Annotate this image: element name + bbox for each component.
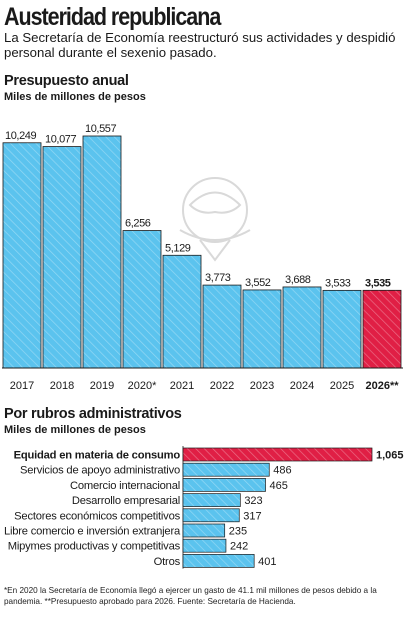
admin-items-bar-chart: Equidad en materia de consumo 1,065 Servic… bbox=[0, 440, 405, 575]
x-tick-label: 2020* bbox=[128, 380, 157, 392]
page-subtitle: La Secretaría de Economía reestructuró s… bbox=[4, 30, 402, 60]
bar-2025 bbox=[323, 290, 361, 368]
x-tick-label: 2026** bbox=[365, 380, 399, 392]
x-tick-label: 2025 bbox=[330, 380, 354, 392]
bar-value-label: 10,077 bbox=[45, 134, 77, 146]
hbar-chart-subtitle: Miles de millones de pesos bbox=[4, 424, 146, 436]
hbar-chart-title: Por rubros administrativos bbox=[4, 406, 182, 422]
hbar-7 bbox=[183, 539, 226, 552]
x-tick-label: 2019 bbox=[90, 380, 114, 392]
bar-2017 bbox=[3, 143, 41, 368]
y-tick-label: Desarrollo empresarial bbox=[72, 495, 180, 507]
bar-value-label: 5,129 bbox=[165, 242, 191, 254]
bar-2024 bbox=[283, 287, 321, 368]
hbar-5 bbox=[183, 509, 239, 522]
y-tick-label: Comercio internacional bbox=[70, 480, 180, 492]
bar-value-label: 3,533 bbox=[325, 277, 351, 289]
bar-chart-subtitle: Miles de millones de pesos bbox=[4, 91, 146, 103]
hbar-4 bbox=[183, 494, 240, 507]
bar-2026 bbox=[363, 290, 401, 368]
bar-2018 bbox=[43, 147, 81, 368]
bar-value-label: 10,249 bbox=[5, 130, 37, 142]
footnote: *En 2020 la Secretaría de Economía llegó… bbox=[4, 586, 402, 607]
x-tick-label: 2017 bbox=[10, 380, 34, 392]
hbar-value-label: 465 bbox=[270, 480, 288, 492]
page-title: Austeridad republicana bbox=[4, 3, 220, 32]
hbar-value-label: 486 bbox=[273, 465, 291, 477]
hbar-value-label: 235 bbox=[229, 526, 247, 538]
hbar-2 bbox=[183, 463, 269, 476]
hbar-value-label: 401 bbox=[258, 556, 276, 568]
bar-2019 bbox=[83, 136, 121, 368]
x-tick-label: 2024 bbox=[290, 380, 314, 392]
bar-2021 bbox=[163, 255, 201, 368]
bar-2022 bbox=[203, 285, 241, 368]
bar-value-label: 3,535 bbox=[365, 277, 391, 289]
y-tick-label: Mipymes productivas y competitivas bbox=[8, 541, 181, 553]
bar-2023 bbox=[243, 290, 281, 368]
y-tick-label: Servicios de apoyo administrativo bbox=[20, 465, 180, 477]
hbar-value-label: 1,065 bbox=[376, 450, 404, 462]
y-tick-label: Sectores económicos competitivos bbox=[14, 510, 180, 522]
bar-2020 bbox=[123, 231, 161, 368]
hbar-6 bbox=[183, 524, 225, 537]
hbar-1 bbox=[183, 448, 372, 461]
y-tick-label: Equidad en materia de consumo bbox=[14, 450, 181, 462]
hbar-value-label: 242 bbox=[230, 541, 248, 553]
y-tick-label: Libre comercio e inversión extranjera bbox=[4, 526, 181, 538]
bar-value-label: 3,552 bbox=[245, 277, 271, 289]
hbar-3 bbox=[183, 478, 266, 491]
x-tick-label: 2018 bbox=[50, 380, 74, 392]
hbar-8 bbox=[183, 554, 254, 567]
x-tick-label: 2022 bbox=[210, 380, 234, 392]
y-tick-label: Otros bbox=[154, 556, 181, 568]
x-tick-label: 2023 bbox=[250, 380, 274, 392]
bar-value-label: 6,256 bbox=[125, 218, 151, 230]
x-tick-label: 2021 bbox=[170, 380, 194, 392]
bar-chart-title: Presupuesto anual bbox=[4, 73, 129, 89]
bar-value-label: 3,773 bbox=[205, 272, 231, 284]
hbar-value-label: 317 bbox=[243, 510, 261, 522]
bar-value-label: 10,557 bbox=[85, 123, 117, 135]
hbar-value-label: 323 bbox=[244, 495, 262, 507]
bar-value-label: 3,688 bbox=[285, 274, 311, 286]
annual-budget-bar-chart: 10,249 2017 10,077 2018 10,557 2019 6,256 2020*… bbox=[0, 108, 405, 398]
